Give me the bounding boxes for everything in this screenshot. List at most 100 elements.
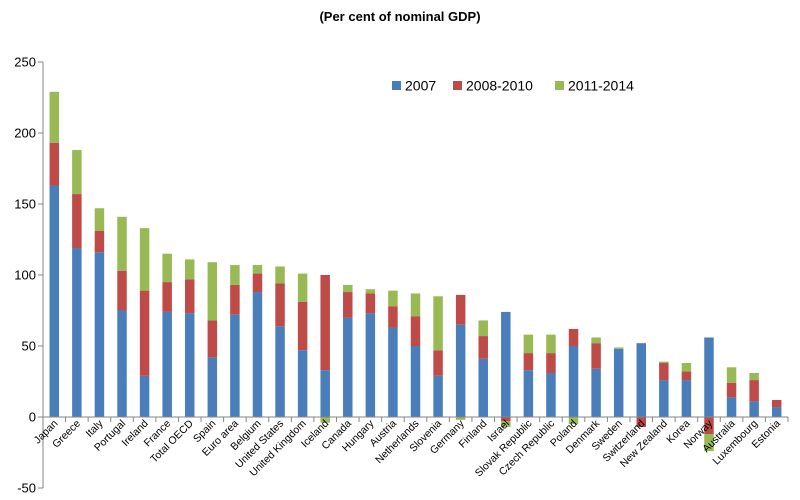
bar-segment — [139, 228, 150, 291]
bar-segment — [591, 337, 601, 344]
bar-segment — [320, 417, 330, 423]
bar-segment — [410, 293, 421, 317]
bar-segment — [162, 311, 172, 417]
bar-segment — [546, 353, 556, 373]
legend-label: 2011-2014 — [568, 78, 634, 94]
bar-segment — [546, 334, 556, 354]
bar-segment — [613, 348, 624, 417]
bar-segment — [726, 382, 737, 398]
bar-segment — [659, 363, 669, 381]
bar-segment — [252, 292, 263, 417]
bar-segment — [207, 320, 218, 358]
bar-segment — [139, 290, 150, 376]
bar-segment — [365, 313, 376, 417]
bar-segment — [49, 185, 60, 417]
bar-segment — [275, 283, 285, 327]
bar-segment — [636, 417, 646, 427]
bar-segment — [343, 317, 353, 417]
bar-segment — [388, 290, 398, 307]
y-tick-label: 100 — [14, 268, 36, 283]
bar-segment — [388, 306, 398, 328]
bar-segment — [297, 273, 308, 302]
bar-segment — [771, 399, 782, 408]
bar-segment — [365, 293, 376, 314]
y-tick-label: -50 — [17, 481, 36, 496]
bar-segment — [94, 252, 105, 417]
bar-segment — [207, 357, 218, 417]
bar-segment — [297, 301, 308, 351]
bar-segment — [72, 248, 82, 417]
bar-segment — [681, 380, 692, 417]
bar-segment — [94, 208, 105, 231]
legend: 2007 2008-2010 2011-2014 — [392, 78, 634, 94]
bar-segment — [72, 150, 82, 195]
bar-segment — [94, 230, 105, 253]
bar-segment — [749, 372, 759, 381]
legend-swatch — [453, 81, 462, 90]
bar-segment — [726, 367, 737, 383]
bar-segment — [343, 292, 353, 318]
bar-segment — [568, 346, 579, 417]
bar-segment — [523, 370, 534, 417]
bar-segment — [343, 284, 353, 293]
bar-segment — [613, 347, 624, 349]
bar-segment — [726, 397, 737, 417]
bar-segment — [275, 326, 285, 417]
bar-segment — [410, 346, 421, 417]
bar-segment — [681, 363, 692, 372]
bar-segment — [681, 371, 692, 381]
bar-segment — [117, 270, 127, 311]
bar-segment — [410, 316, 421, 346]
bar-segment — [478, 320, 488, 337]
bar-segment — [117, 216, 127, 271]
bar-segment — [139, 375, 150, 417]
y-tick-label: 150 — [14, 197, 36, 212]
bar-segment — [455, 324, 466, 417]
bar-segment — [49, 142, 60, 186]
y-tick-label: 0 — [29, 410, 36, 425]
bar-segment — [704, 417, 714, 435]
bar-segment — [230, 284, 240, 315]
bar-segment — [433, 375, 443, 417]
y-tick-label: 50 — [22, 339, 36, 354]
bar-segment — [275, 266, 285, 284]
y-tick-label: 200 — [14, 126, 36, 141]
bar-segment — [388, 327, 398, 417]
bar-segment — [636, 343, 646, 417]
legend-label: 2008-2010 — [466, 78, 533, 94]
bar-segment — [49, 91, 60, 143]
bar-segment — [771, 407, 782, 417]
legend-swatch — [392, 81, 401, 90]
bar-segment — [749, 380, 759, 402]
legend-label: 2007 — [405, 78, 436, 94]
bar-segment — [568, 328, 579, 346]
legend-swatch — [555, 81, 564, 90]
bar-segment — [478, 358, 488, 417]
bar-segment — [185, 259, 195, 280]
bar-segment — [117, 310, 127, 417]
bar-segment — [591, 343, 601, 369]
bar-segment — [749, 401, 759, 417]
bar-segment — [185, 313, 195, 417]
bar-segment — [320, 370, 330, 417]
bar-segment — [501, 417, 511, 422]
bar-segment — [523, 334, 534, 354]
y-tick-label: 250 — [14, 55, 36, 70]
chart-title: (Per cent of nominal GDP) — [319, 9, 480, 24]
bar-segment — [478, 336, 488, 359]
bar-segment — [72, 194, 82, 249]
bar-segment — [297, 350, 308, 417]
bar-segment — [433, 350, 443, 376]
bar-segment — [162, 282, 172, 312]
bar-segment — [185, 279, 195, 314]
bar-segment — [568, 417, 579, 425]
bars — [49, 91, 782, 452]
bar-segment — [455, 294, 466, 325]
bar-segment — [433, 296, 443, 351]
bar-segment — [252, 273, 263, 293]
bar-segment — [455, 417, 466, 420]
bar-segment — [162, 253, 172, 283]
bar-segment — [659, 380, 669, 417]
bar-segment — [230, 314, 240, 417]
